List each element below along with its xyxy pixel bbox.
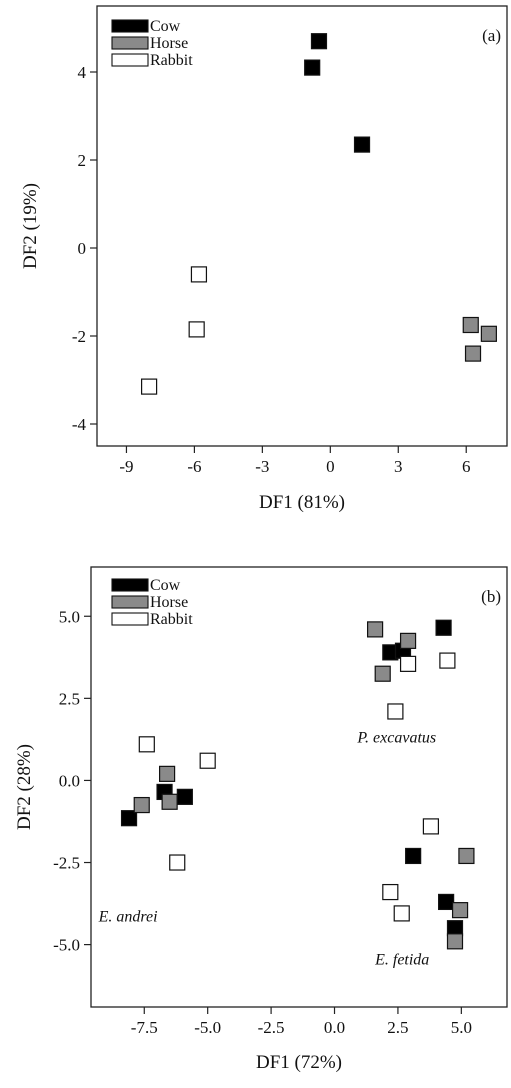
legend-label-horse: Horse (150, 35, 188, 52)
x-tick-label: -2.5 (258, 1018, 285, 1037)
data-point-cow (405, 847, 422, 865)
data-point-horse (158, 765, 176, 782)
data-point-horse (458, 847, 475, 865)
data-point-rabbit (382, 883, 399, 901)
x-tick-label: 0.0 (324, 1018, 345, 1037)
legend-label-cow: Cow (150, 577, 181, 594)
y-tick-label: 2.5 (59, 689, 80, 708)
y-tick-label: 4 (78, 63, 87, 82)
data-point-rabbit (387, 703, 404, 720)
legend-swatch-rabbit (111, 53, 149, 67)
x-axis-label: DF1 (72%) (256, 1052, 342, 1073)
panel-label: (a) (482, 26, 501, 45)
data-point-rabbit (140, 378, 158, 395)
cluster-annotation: P. excavatus (356, 730, 436, 747)
data-point-horse (399, 632, 417, 649)
y-tick-label: -2 (72, 327, 86, 346)
data-point-horse (133, 796, 150, 814)
legend-label-rabbit: Rabbit (150, 611, 193, 628)
chart-panel-b: -7.5 -5.0 -2.5 0.0 2.5 5.0 5.0 2.5 0.0 -2.5 -5.0 DF… (14, 566, 508, 1073)
data-point-horse (366, 621, 384, 638)
data-point-rabbit (199, 752, 216, 769)
data-point-cow (435, 619, 452, 636)
data-point-horse (462, 316, 479, 334)
legend-swatch-horse (111, 595, 149, 609)
y-tick-label: -2.5 (53, 854, 80, 873)
x-tick-label: -9 (119, 457, 133, 476)
x-tick-label: 2.5 (387, 1018, 408, 1037)
y-tick-label: 2 (78, 151, 87, 170)
cluster-annotation: E. andrei (98, 909, 158, 926)
data-point-horse (480, 325, 497, 342)
data-point-rabbit (190, 266, 208, 283)
data-point-cow (176, 788, 193, 805)
data-point-rabbit (422, 818, 440, 835)
y-tick-label: -4 (72, 415, 87, 434)
plot-frame (90, 566, 508, 1008)
data-point-rabbit (439, 652, 456, 669)
data-point-horse (374, 665, 391, 682)
y-tick-label: -5.0 (53, 936, 80, 955)
x-tick-label: -3 (255, 457, 269, 476)
data-point-rabbit (393, 905, 410, 922)
legend-label-rabbit: Rabbit (150, 52, 193, 69)
x-tick-label: -7.5 (131, 1018, 158, 1037)
panel-label: (b) (481, 587, 501, 606)
x-axis-label: DF1 (81%) (259, 492, 345, 513)
cluster-annotation: E. fetida (374, 951, 429, 968)
data-point-cow (438, 893, 455, 911)
data-point-cow (120, 810, 138, 827)
x-tick-label: 0 (326, 457, 335, 476)
legend-swatch-horse (111, 36, 149, 50)
x-tick-label: -5.0 (194, 1018, 221, 1037)
x-tick-label: 6 (462, 457, 471, 476)
data-point-horse (446, 933, 464, 950)
data-point-cow (353, 136, 371, 153)
data-point-horse (161, 793, 178, 810)
y-axis-label: DF2 (28%) (14, 744, 35, 830)
x-tick-label: 3 (394, 457, 403, 476)
y-axis-label: DF2 (19%) (20, 183, 41, 269)
data-point-horse (464, 345, 482, 362)
x-tick-label: 5.0 (451, 1018, 472, 1037)
chart-panel-a: -9 -6 -3 0 3 6 -4 -2 0 2 4 DF1 (81%) DF2 (19%) (a) Cow… (20, 5, 508, 513)
data-point-horse (451, 902, 469, 919)
x-tick-label: -6 (187, 457, 201, 476)
legend-swatch-cow (111, 19, 149, 33)
legend-swatch-cow (111, 578, 149, 592)
y-tick-label: 0.0 (59, 771, 80, 790)
data-point-rabbit (399, 655, 417, 672)
data-point-rabbit (138, 736, 155, 753)
y-tick-label: 0 (78, 239, 87, 258)
legend-label-cow: Cow (150, 18, 181, 35)
legend-label-horse: Horse (150, 594, 188, 611)
plot-frame (96, 5, 508, 447)
legend-swatch-rabbit (111, 612, 149, 626)
data-point-cow (310, 33, 328, 50)
data-point-cow (304, 59, 321, 76)
y-tick-label: 5.0 (59, 607, 80, 626)
data-point-rabbit (188, 321, 205, 338)
data-point-rabbit (169, 854, 186, 871)
